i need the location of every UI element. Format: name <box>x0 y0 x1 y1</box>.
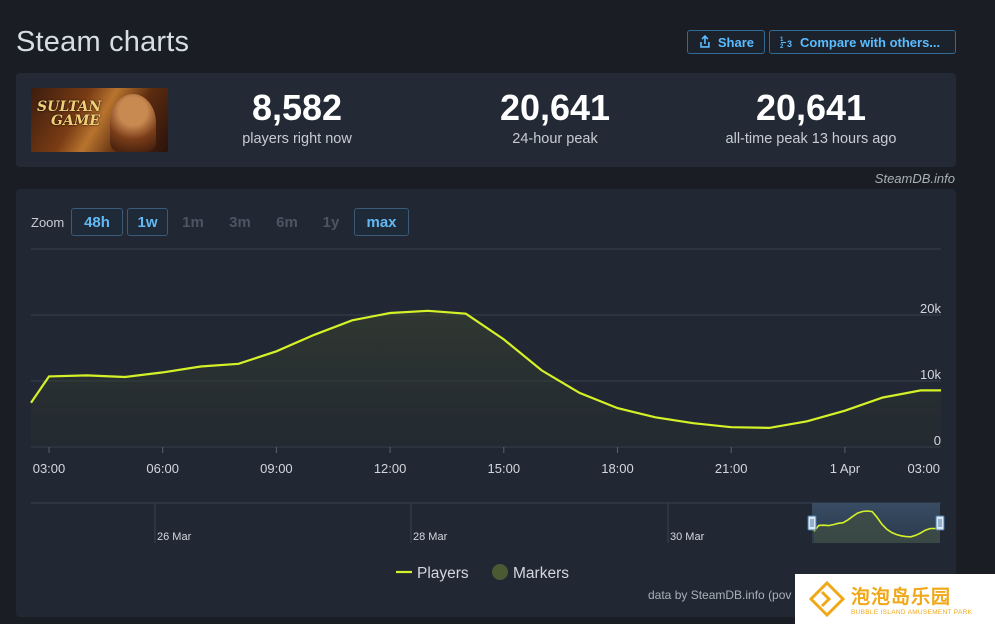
data-credit[interactable]: data by SteamDB.info (pov <box>648 588 792 602</box>
svg-text:3: 3 <box>787 39 792 49</box>
players-area <box>31 310 941 447</box>
compare-icon: 12 3 <box>780 37 792 49</box>
legend-item-markers[interactable]: Markers <box>492 564 569 582</box>
legend: Players Markers <box>396 564 569 582</box>
y-tick-label: 10k <box>920 367 941 382</box>
navigator-right-handle[interactable] <box>935 515 945 531</box>
navigator-area <box>814 511 940 543</box>
zoom-1w-button[interactable]: 1w <box>127 208 168 236</box>
compare-label: Compare with others... <box>800 34 941 50</box>
navigator-line <box>813 510 940 538</box>
zoom-6m-button[interactable]: 6m <box>276 213 298 231</box>
svg-text:2: 2 <box>780 44 784 49</box>
watermark: 泡泡岛乐园 BUBBLE ISLAND AMUSEMENT PARK <box>795 574 995 624</box>
stat-24h-peak: 20,641 24-hour peak <box>470 87 640 147</box>
game-image[interactable]: SULTAN GAME <box>31 88 168 152</box>
share-label: Share <box>717 34 754 50</box>
x-tick-label: 1 Apr <box>830 461 861 476</box>
stat-value: 20,641 <box>755 87 867 128</box>
zoom-1y-button[interactable]: 1y <box>322 213 340 231</box>
zoom-label: Zoom <box>31 215 65 230</box>
watermark-logo-icon <box>809 581 845 617</box>
x-tick-label: 21:00 <box>715 461 748 476</box>
zoom-1m-button[interactable]: 1m <box>182 213 204 231</box>
x-tick-label: 09:00 <box>260 461 293 476</box>
x-tick-label: 03:00 <box>907 461 940 476</box>
zoom-max-button[interactable]: max <box>354 208 409 236</box>
steamdb-caption[interactable]: SteamDB.info <box>874 171 955 186</box>
navigator-label: 28 Mar <box>413 531 448 543</box>
player-chart[interactable]: 0 10k 20k 03:00 06:00 09:00 12:00 15:00 18:00 21… <box>16 189 956 617</box>
legend-markers-swatch <box>492 564 508 580</box>
game-logo: SULTAN GAME <box>37 100 101 128</box>
legend-markers-label: Markers <box>513 565 569 582</box>
zoom-48h-button[interactable]: 48h <box>71 208 123 236</box>
stats-panel: SULTAN GAME 8,582 players right now 20,6… <box>16 73 956 167</box>
legend-players-label: Players <box>417 565 469 582</box>
game-art-figure <box>110 94 156 152</box>
stat-value: 8,582 <box>251 87 343 128</box>
legend-item-players[interactable]: Players <box>396 565 469 582</box>
x-axis-labels: 03:00 06:00 09:00 12:00 15:00 18:00 21:00 1 Apr… <box>33 447 940 476</box>
watermark-cn: 泡泡岛乐园 <box>851 587 952 608</box>
zoom-3m-button[interactable]: 3m <box>229 213 251 231</box>
stat-label: players right now <box>242 131 352 147</box>
y-tick-label: 20k <box>920 301 941 316</box>
y-axis-labels: 0 10k 20k <box>920 301 941 448</box>
x-tick-label: 12:00 <box>374 461 407 476</box>
navigator-label: 26 Mar <box>157 531 192 543</box>
chart-panel: Zoom 48h 1w 1m 3m 6m 1y max 0 10k 20k 03:0… <box>16 189 956 617</box>
x-tick-label: 15:00 <box>488 461 521 476</box>
stat-label: all-time peak 13 hours ago <box>725 131 897 147</box>
share-button[interactable]: Share <box>687 30 765 54</box>
share-icon <box>700 35 710 48</box>
game-logo-line-1: SULTAN <box>37 99 102 115</box>
x-tick-label: 03:00 <box>33 461 66 476</box>
stat-players-now: 8,582 players right now <box>212 87 382 147</box>
x-tick-label: 06:00 <box>146 461 179 476</box>
navigator-ticks: 26 Mar 28 Mar 30 Mar <box>154 503 705 543</box>
navigator-left-handle[interactable] <box>807 515 817 531</box>
players-line[interactable] <box>30 309 941 430</box>
watermark-en: BUBBLE ISLAND AMUSEMENT PARK <box>851 609 973 616</box>
page-title: Steam charts <box>16 26 190 58</box>
navigator-label: 30 Mar <box>670 531 705 543</box>
svg-text:1: 1 <box>780 37 784 43</box>
stat-label: 24-hour peak <box>512 131 598 147</box>
game-logo-line-2: GAME <box>51 113 100 129</box>
x-tick-label: 18:00 <box>601 461 634 476</box>
stat-all-time-peak: 20,641 all-time peak 13 hours ago <box>706 87 916 147</box>
navigator[interactable]: 26 Mar 28 Mar 30 Mar <box>31 502 945 543</box>
stat-value: 20,641 <box>499 87 611 128</box>
y-tick-label: 0 <box>934 433 941 448</box>
